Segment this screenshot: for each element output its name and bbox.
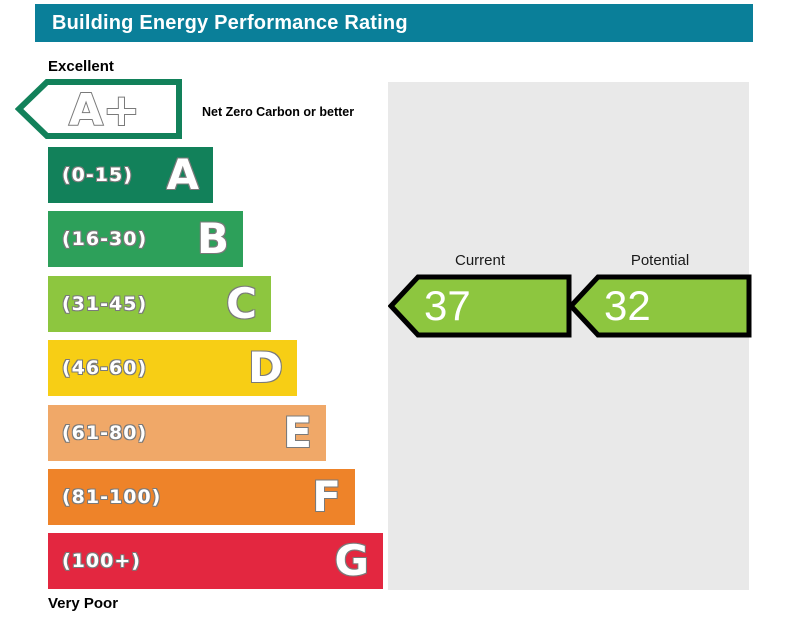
band-g-letter: G: [334, 536, 369, 585]
page-title: Building Energy Performance Rating: [52, 11, 408, 34]
band-c-letter: C: [226, 279, 257, 328]
a-plus-note: Net Zero Carbon or better: [202, 105, 355, 119]
band-e-range: (61-80): [62, 422, 148, 444]
header-bar: Building Energy Performance Rating: [35, 4, 753, 42]
band-f-range: (81-100): [62, 486, 162, 508]
potential-label: Potential: [630, 252, 690, 269]
band-g-range: (100+): [62, 550, 141, 572]
a-plus-arrow-shape: [15, 79, 182, 139]
band-a-letter: A: [166, 150, 199, 199]
band-c: (31-45) C: [48, 276, 271, 332]
scale-bottom-label: Very Poor: [48, 595, 119, 612]
band-g: (100+) G: [48, 533, 383, 589]
band-a-range: (0-15): [62, 164, 133, 186]
band-e: (61-80) E: [48, 405, 326, 461]
a-plus-letter: A+: [69, 85, 140, 136]
scale-top-label: Excellent: [48, 58, 114, 75]
band-c-range: (31-45): [62, 293, 148, 315]
band-f: (81-100) F: [48, 469, 355, 525]
band-b: (16-30) B: [48, 211, 243, 267]
band-a: (0-15) A: [48, 147, 213, 203]
band-e-letter: E: [283, 408, 312, 457]
band-d: (46-60) D: [48, 340, 297, 396]
band-f-letter: F: [312, 472, 341, 521]
band-d-letter: D: [248, 343, 283, 392]
potential-rating-value: 32: [604, 282, 651, 329]
band-b-letter: B: [196, 214, 229, 263]
a-plus-band-arrow: A+: [15, 79, 182, 139]
potential-rating-arrow: 32: [568, 274, 752, 338]
current-arrow-shape: [388, 274, 572, 338]
potential-arrow-shape: [568, 274, 752, 338]
current-label: Current: [454, 252, 506, 269]
current-rating-arrow: 37: [388, 274, 572, 338]
current-rating-value: 37: [424, 282, 471, 329]
band-b-range: (16-30): [62, 228, 148, 250]
band-d-range: (46-60): [62, 357, 148, 379]
